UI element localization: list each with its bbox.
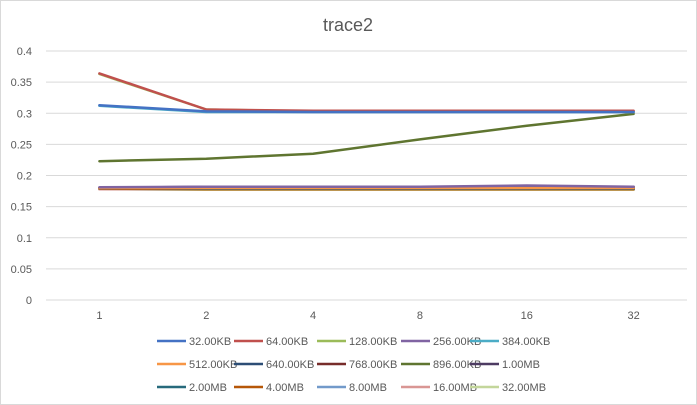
legend-label: 2.00MB — [189, 382, 227, 394]
series-line — [98, 103, 635, 114]
x-tick-label: 32 — [627, 310, 639, 322]
y-tick-label: 0.05 — [11, 264, 32, 276]
y-tick-label: 0.15 — [11, 202, 32, 214]
y-tick-label: 0.25 — [11, 139, 32, 151]
y-tick-label: 0 — [26, 295, 32, 307]
legend-label: 384.00KB — [502, 336, 550, 348]
legend-label: 4.00MB — [266, 382, 304, 394]
legend-label: 1.00MB — [502, 359, 540, 371]
y-tick-label: 0.3 — [17, 108, 32, 120]
y-axis-tick-labels: 0 0.05 0.1 0.15 0.2 0.25 0.3 0.35 0.4 — [11, 46, 32, 307]
y-tick-label: 0.2 — [17, 171, 32, 183]
series-lines — [98, 72, 635, 192]
legend-label: 8.00MB — [349, 382, 387, 394]
legend-label: 896.00KB — [433, 359, 481, 371]
x-tick-label: 1 — [96, 310, 102, 322]
legend-label: 16.00MB — [433, 382, 477, 394]
series-line — [98, 72, 635, 113]
legend-label: 64.00KB — [266, 336, 308, 348]
y-tick-label: 0.1 — [17, 233, 32, 245]
gridlines — [46, 50, 687, 301]
x-tick-label: 8 — [417, 310, 423, 322]
legend-label: 32.00KB — [189, 336, 231, 348]
chart-title: trace2 — [323, 15, 373, 35]
y-tick-label: 0.4 — [17, 46, 32, 58]
legend-label: 768.00KB — [349, 359, 397, 371]
series-line — [98, 112, 635, 163]
legend: 32.00KB 64.00KB 128.00KB 256.00KB 384.00KB 51… — [157, 336, 550, 394]
legend-label: 512.00KB — [189, 359, 237, 371]
legend-label: 128.00KB — [349, 336, 397, 348]
series-line — [98, 184, 635, 189]
x-axis-tick-labels: 1 2 4 8 16 32 — [96, 310, 639, 322]
legend-label: 640.00KB — [266, 359, 314, 371]
legend-label: 32.00MB — [502, 382, 546, 394]
series-line — [98, 72, 635, 113]
x-tick-label: 4 — [310, 310, 316, 322]
x-tick-label: 2 — [203, 310, 209, 322]
x-tick-label: 16 — [521, 310, 533, 322]
y-tick-label: 0.35 — [11, 77, 32, 89]
legend-label: 256.00KB — [433, 336, 481, 348]
